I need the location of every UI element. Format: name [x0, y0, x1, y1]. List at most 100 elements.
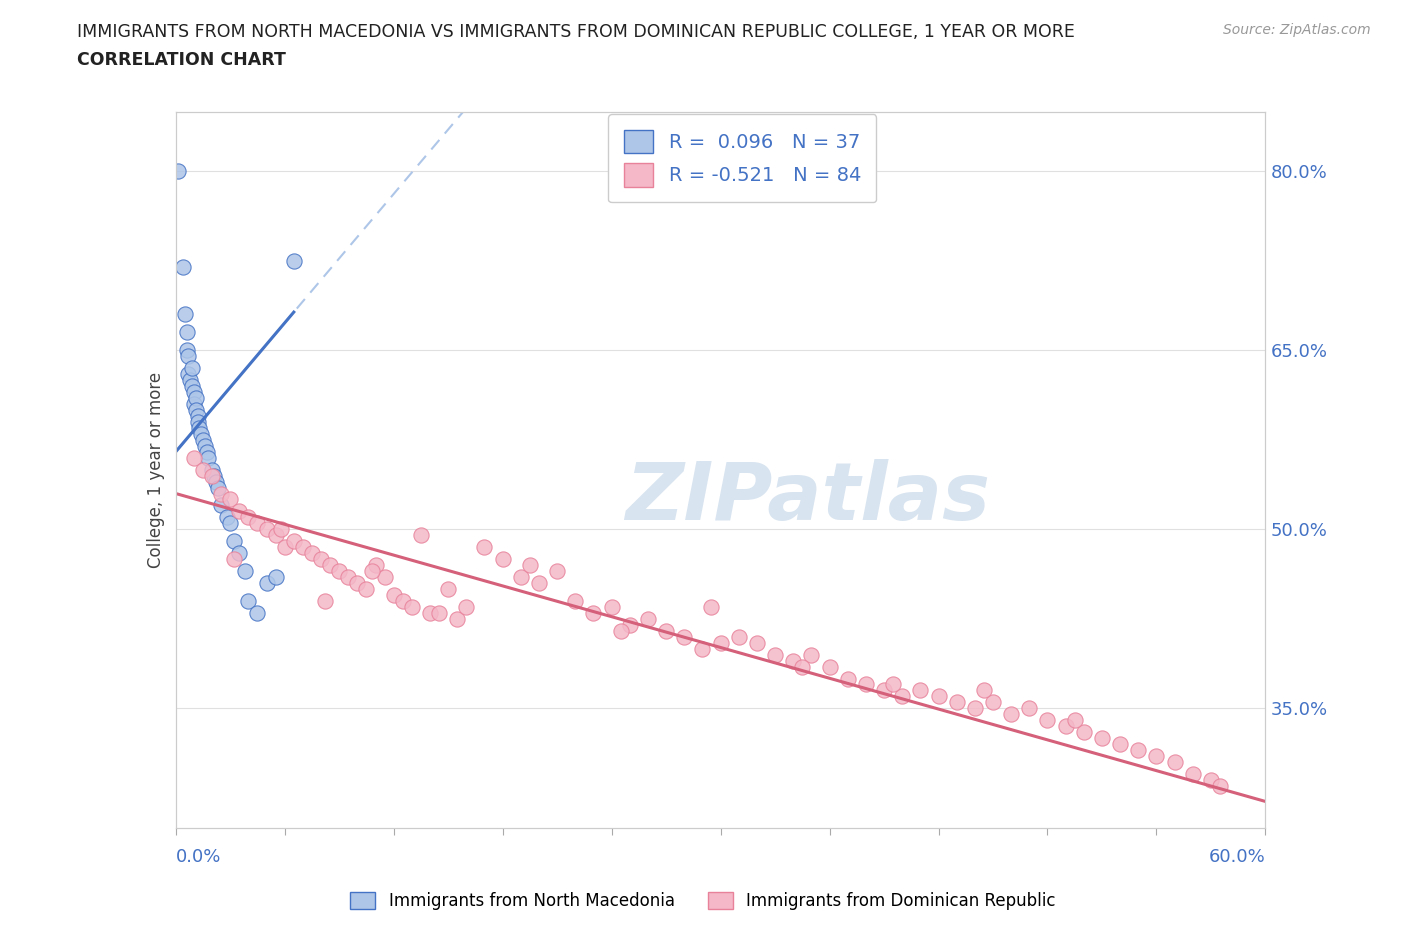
Legend: R =  0.096   N = 37, R = -0.521   N = 84: R = 0.096 N = 37, R = -0.521 N = 84	[609, 114, 876, 203]
Point	[233, 564, 256, 578]
Point	[201, 462, 224, 477]
Point	[191, 432, 214, 447]
Point	[564, 593, 586, 608]
Point	[427, 605, 450, 620]
Point	[1091, 731, 1114, 746]
Point	[197, 450, 219, 465]
Point	[891, 689, 914, 704]
Text: CORRELATION CHART: CORRELATION CHART	[77, 51, 287, 69]
Point	[219, 492, 242, 507]
Point	[945, 695, 967, 710]
Point	[963, 701, 986, 716]
Point	[492, 551, 515, 566]
Point	[181, 361, 204, 376]
Text: ZIPatlas: ZIPatlas	[626, 459, 990, 538]
Point	[981, 695, 1004, 710]
Text: Source: ZipAtlas.com: Source: ZipAtlas.com	[1223, 23, 1371, 37]
Point	[186, 408, 209, 423]
Point	[337, 569, 360, 585]
Point	[527, 576, 550, 591]
Legend: Immigrants from North Macedonia, Immigrants from Dominican Republic: Immigrants from North Macedonia, Immigra…	[343, 885, 1063, 917]
Point	[1199, 773, 1222, 788]
Point	[710, 635, 733, 650]
Point	[177, 349, 200, 364]
Point	[256, 576, 278, 591]
Point	[346, 576, 368, 591]
Point	[763, 647, 786, 662]
Point	[782, 653, 804, 668]
Point	[222, 551, 245, 566]
Point	[167, 164, 190, 179]
Text: 60.0%: 60.0%	[1209, 848, 1265, 866]
Point	[374, 569, 396, 585]
Point	[609, 623, 631, 638]
Point	[176, 325, 198, 339]
Point	[238, 510, 260, 525]
Point	[928, 689, 950, 704]
Point	[1018, 701, 1040, 716]
Point	[283, 534, 305, 549]
Point	[264, 528, 287, 543]
Point	[215, 510, 238, 525]
Point	[228, 504, 250, 519]
Point	[973, 683, 995, 698]
Point	[222, 534, 245, 549]
Point	[401, 600, 423, 615]
Point	[700, 600, 723, 615]
Point	[1128, 743, 1150, 758]
Point	[183, 450, 205, 465]
Point	[202, 468, 225, 483]
Point	[519, 558, 541, 573]
Point	[204, 474, 226, 489]
Point	[246, 516, 269, 531]
Point	[1181, 766, 1204, 781]
Point	[256, 522, 278, 537]
Point	[446, 611, 468, 626]
Point	[437, 581, 460, 596]
Text: 0.0%: 0.0%	[176, 848, 221, 866]
Point	[382, 588, 405, 603]
Point	[209, 486, 232, 501]
Y-axis label: College, 1 year or more: College, 1 year or more	[146, 372, 165, 567]
Point	[188, 420, 211, 435]
Point	[873, 683, 896, 698]
Point	[238, 593, 260, 608]
Point	[274, 539, 297, 554]
Point	[319, 558, 342, 573]
Point	[219, 516, 242, 531]
Point	[637, 611, 659, 626]
Point	[391, 593, 413, 608]
Point	[183, 396, 205, 411]
Point	[600, 600, 623, 615]
Point	[837, 671, 859, 686]
Point	[1063, 712, 1085, 727]
Point	[177, 366, 200, 381]
Point	[456, 600, 478, 615]
Point	[655, 623, 678, 638]
Point	[509, 569, 531, 585]
Point	[1000, 707, 1022, 722]
Point	[186, 415, 209, 430]
Point	[727, 630, 749, 644]
Point	[582, 605, 605, 620]
Point	[745, 635, 768, 650]
Point	[361, 564, 384, 578]
Point	[264, 569, 287, 585]
Point	[181, 379, 204, 393]
Point	[184, 403, 207, 418]
Point	[270, 522, 292, 537]
Point	[882, 677, 904, 692]
Point	[1036, 712, 1059, 727]
Point	[228, 546, 250, 561]
Point	[191, 462, 214, 477]
Text: IMMIGRANTS FROM NORTH MACEDONIA VS IMMIGRANTS FROM DOMINICAN REPUBLIC COLLEGE, 1: IMMIGRANTS FROM NORTH MACEDONIA VS IMMIG…	[77, 23, 1076, 41]
Point	[173, 307, 195, 322]
Point	[1109, 737, 1132, 751]
Point	[855, 677, 877, 692]
Point	[356, 581, 378, 596]
Point	[1163, 754, 1185, 769]
Point	[792, 659, 814, 674]
Point	[546, 564, 568, 578]
Point	[818, 659, 841, 674]
Point	[692, 642, 714, 657]
